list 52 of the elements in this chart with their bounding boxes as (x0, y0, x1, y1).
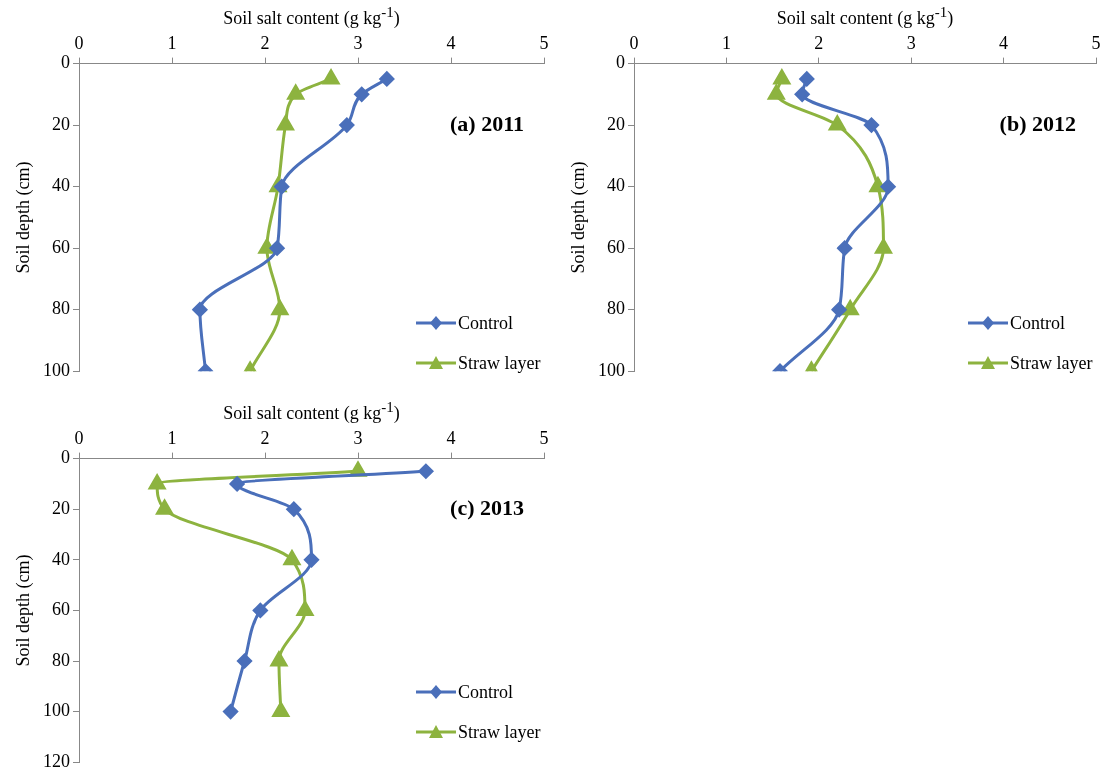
x-tick-label: 0 (629, 32, 639, 53)
legend-label: Straw layer (458, 352, 541, 374)
x-tick-label: 3 (906, 32, 916, 53)
y-tick-label: 80 (52, 298, 70, 319)
text: (a) 2011 (450, 110, 524, 136)
legend-label: Straw layer (458, 721, 541, 743)
x-tick-label: 4 (999, 32, 1009, 53)
text: (c) 2013 (450, 494, 524, 520)
y-tick-label: 60 (52, 599, 70, 620)
legend-label: Control (458, 681, 514, 703)
y-tick-label: 0 (616, 52, 625, 73)
y-tick-label: 80 (52, 649, 70, 670)
x-axis-title: Soil salt content (g kg$^{-1}$) (775, 4, 955, 29)
y-tick-label: 80 (607, 298, 625, 319)
text: (b) 2012 (999, 110, 1076, 136)
y-tick-label: 120 (43, 750, 70, 771)
x-tick-label: 1 (167, 32, 177, 53)
y-tick-label: 0 (61, 447, 70, 468)
x-tick-label: 2 (814, 32, 824, 53)
x-axis-title: Soil salt content (g kg$^{-1}$) (222, 399, 401, 424)
x-tick-label: 1 (167, 427, 177, 448)
x-tick-label: 5 (1091, 32, 1101, 53)
y-tick-label: 20 (52, 497, 70, 518)
y-tick-label: 20 (607, 113, 625, 134)
x-tick-label: 2 (260, 32, 270, 53)
legend-label: Control (458, 312, 514, 334)
y-tick-label: 40 (52, 175, 70, 196)
x-axis-title: Soil salt content (g kg$^{-1}$) (222, 4, 401, 29)
y-tick-label: 100 (43, 359, 70, 380)
y-tick-label: 60 (52, 236, 70, 257)
y-axis-title: Soil depth (cm) (13, 554, 35, 667)
x-tick-label: 0 (74, 427, 84, 448)
y-axis-title: Soil depth (cm) (13, 161, 35, 274)
x-tick-label: 4 (446, 427, 456, 448)
x-tick-label: 2 (260, 427, 270, 448)
y-tick-label: 100 (598, 359, 625, 380)
legend-label: Straw layer (1010, 352, 1093, 374)
x-tick-label: 4 (446, 32, 456, 53)
y-axis-title: Soil depth (cm) (568, 161, 590, 274)
legend-label: Control (1010, 312, 1066, 334)
x-tick-label: 0 (74, 32, 84, 53)
x-tick-label: 5 (539, 32, 549, 53)
y-tick-label: 0 (61, 52, 70, 73)
x-tick-label: 5 (539, 427, 549, 448)
y-tick-label: 40 (52, 548, 70, 569)
y-tick-label: 20 (52, 113, 70, 134)
x-tick-label: 1 (721, 32, 731, 53)
x-tick-label: 3 (353, 427, 363, 448)
y-tick-label: 100 (43, 700, 70, 721)
x-tick-label: 3 (353, 32, 363, 53)
y-tick-label: 40 (607, 175, 625, 196)
y-tick-label: 60 (607, 236, 625, 257)
